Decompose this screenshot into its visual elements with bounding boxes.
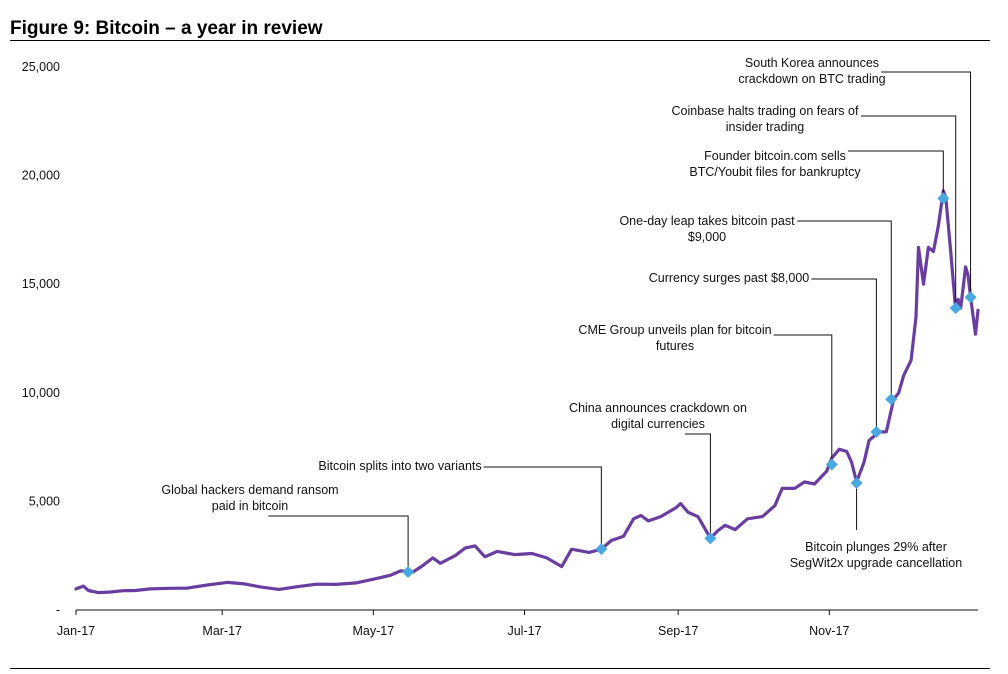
annotation-label: $9,000: [688, 230, 726, 244]
annotation-label: Global hackers demand ransom: [161, 483, 338, 497]
annotation: One-day leap takes bitcoin past $9,000: [619, 214, 898, 406]
annotation: South Korea announces crackdown on BTC tr…: [738, 56, 977, 304]
x-tick-label: Mar-17: [202, 624, 242, 638]
series-layer: [74, 189, 980, 595]
y-tick-label: 15,000: [22, 277, 60, 291]
annotation-label: Currency surges past $8,000: [649, 271, 810, 285]
annotation-layer: Global hackers demand ransom paid in bitc…: [161, 56, 977, 578]
series-line-bitcoin-price: [74, 189, 980, 595]
annotation-leader-line: [861, 115, 957, 309]
annotation-label: insider trading: [726, 120, 805, 134]
annotation-label: South Korea announces: [745, 56, 879, 70]
annotation-label: CME Group unveils plan for bitcoin: [578, 323, 771, 337]
annotation-leader-line: [881, 71, 972, 298]
event-marker: [704, 532, 717, 545]
annotation: China announces crackdown on digital curr…: [569, 401, 747, 545]
y-tick-label: 20,000: [22, 169, 60, 183]
annotation-label: Bitcoin splits into two variants: [318, 459, 481, 473]
event-marker: [825, 458, 838, 471]
annotation: Currency surges past $8,000: [649, 271, 883, 438]
annotation-leader-line: [268, 515, 409, 572]
annotation: Coinbase halts trading on fears of inside…: [672, 104, 962, 315]
annotation-label: digital currencies: [611, 417, 705, 431]
y-axis: - 5,000 10,000 15,000 20,000 25,000: [22, 60, 60, 617]
annotation-label: futures: [656, 339, 694, 353]
y-tick-label: -: [56, 603, 60, 617]
annotation: Bitcoin splits into two variants: [318, 459, 608, 556]
title-rule: [10, 40, 990, 41]
event-marker: [885, 393, 898, 406]
event-marker: [949, 302, 962, 315]
annotation-label: Bitcoin plunges 29% after: [805, 540, 947, 554]
y-tick-label: 10,000: [22, 386, 60, 400]
event-marker: [402, 565, 415, 578]
annotation-leader-line: [847, 150, 944, 199]
y-tick-label: 5,000: [29, 494, 60, 508]
annotation-label: One-day leap takes bitcoin past: [619, 214, 795, 228]
annotation: Global hackers demand ransom paid in bitc…: [161, 483, 415, 578]
x-tick-label: May-17: [353, 624, 395, 638]
annotation-label: Coinbase halts trading on fears of: [672, 104, 859, 118]
event-marker: [964, 291, 977, 304]
annotation-leader-line: [797, 220, 892, 400]
event-marker: [937, 192, 950, 205]
annotation-leader-line: [684, 433, 711, 539]
annotation: Founder bitcoin.com sells BTC/Youbit file…: [689, 149, 950, 205]
event-marker: [870, 425, 883, 438]
x-tick-label: Jan-17: [57, 624, 95, 638]
annotation-leader-line: [483, 466, 602, 550]
event-marker: [850, 476, 863, 489]
annotation-label: China announces crackdown on: [569, 401, 747, 415]
annotation-label: crackdown on BTC trading: [738, 72, 885, 86]
y-tick-label: 25,000: [22, 60, 60, 74]
x-tick-label: Nov-17: [809, 624, 849, 638]
annotation-label: SegWit2x upgrade cancellation: [790, 556, 962, 570]
annotation: CME Group unveils plan for bitcoin future…: [578, 323, 838, 471]
annotation-leader-line: [811, 278, 877, 432]
x-tick-label: Sep-17: [658, 624, 698, 638]
event-marker: [595, 543, 608, 556]
x-tick-label: Jul-17: [507, 624, 541, 638]
annotation-leader-line: [773, 334, 833, 465]
x-axis: Jan-17 Mar-17 May-17 Jul-17 Sep-17 Nov-17: [57, 609, 978, 638]
annotation-label: paid in bitcoin: [212, 499, 288, 513]
annotation-label: BTC/Youbit files for bankruptcy: [689, 165, 861, 179]
figure-title: Figure 9: Bitcoin – a year in review: [10, 18, 323, 39]
annotation: Bitcoin plunges 29% after SegWit2x upgrad…: [790, 476, 962, 570]
annotation-label: Founder bitcoin.com sells: [704, 149, 846, 163]
bottom-rule: [10, 668, 990, 669]
